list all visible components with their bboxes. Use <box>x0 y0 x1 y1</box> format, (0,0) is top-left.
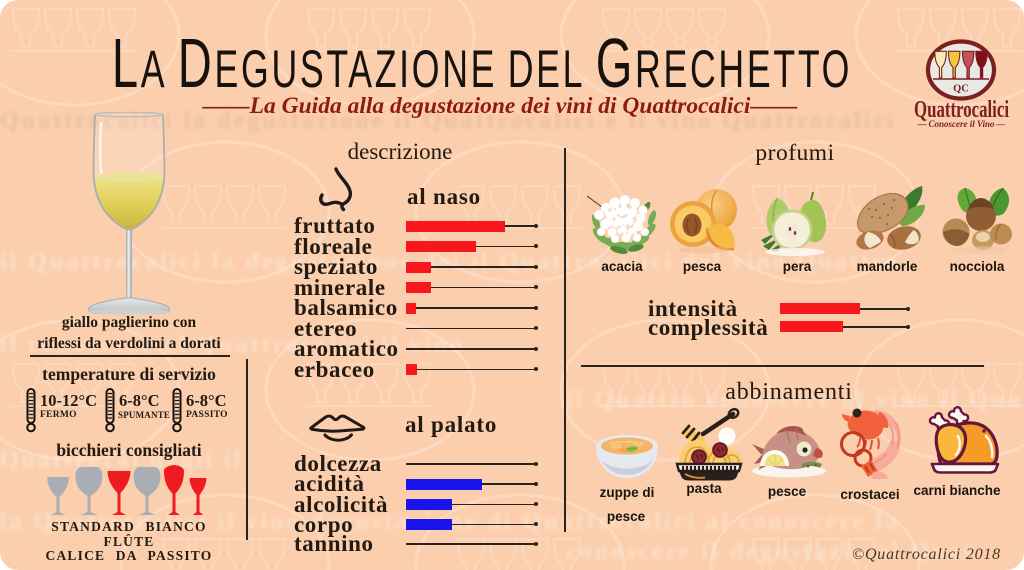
svg-text:— Conoscere il Vino —: — Conoscere il Vino — <box>917 119 1006 129</box>
svg-text:QC: QC <box>953 84 969 95</box>
svg-text:Quattrocalici: Quattrocalici <box>914 96 1009 123</box>
